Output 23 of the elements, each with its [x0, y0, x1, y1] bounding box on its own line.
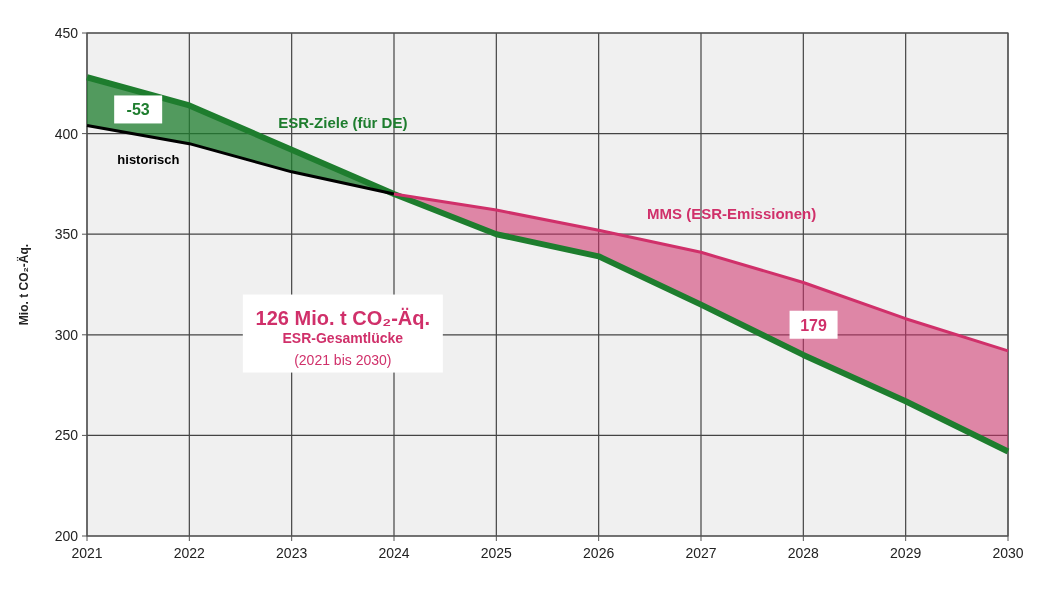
y-axis-title: Mio. t CO₂-Äq. — [16, 243, 31, 326]
y-tick-label: 200 — [54, 528, 79, 544]
x-tick-label: 2022 — [173, 545, 206, 561]
x-tick-label: 2023 — [276, 545, 308, 561]
x-tick-label: 2030 — [992, 545, 1024, 561]
y-tick-label: 400 — [54, 125, 79, 142]
annotation: -53 — [126, 101, 150, 119]
x-tick-label: 2026 — [583, 545, 615, 561]
annotation: (2021 bis 2030) — [294, 351, 392, 368]
x-tick-label: 2029 — [890, 545, 922, 561]
y-tick-label: 450 — [54, 25, 79, 41]
x-tick-label: 2027 — [685, 545, 717, 561]
annotation: 126 Mio. t CO₂-Äq. — [255, 306, 431, 329]
x-tick-label: 2024 — [378, 545, 410, 561]
annotation: 179 — [800, 316, 828, 334]
annotation: ESR-Gesamtlücke — [282, 329, 404, 346]
x-tick-label: 2025 — [480, 545, 513, 561]
y-tick-label: 300 — [54, 326, 79, 343]
series-label: historisch — [117, 152, 180, 168]
y-tick-label: 250 — [54, 427, 79, 444]
x-tick-label: 2028 — [787, 545, 820, 561]
x-tick-label: 2021 — [71, 545, 103, 561]
y-tick-label: 350 — [54, 226, 79, 243]
